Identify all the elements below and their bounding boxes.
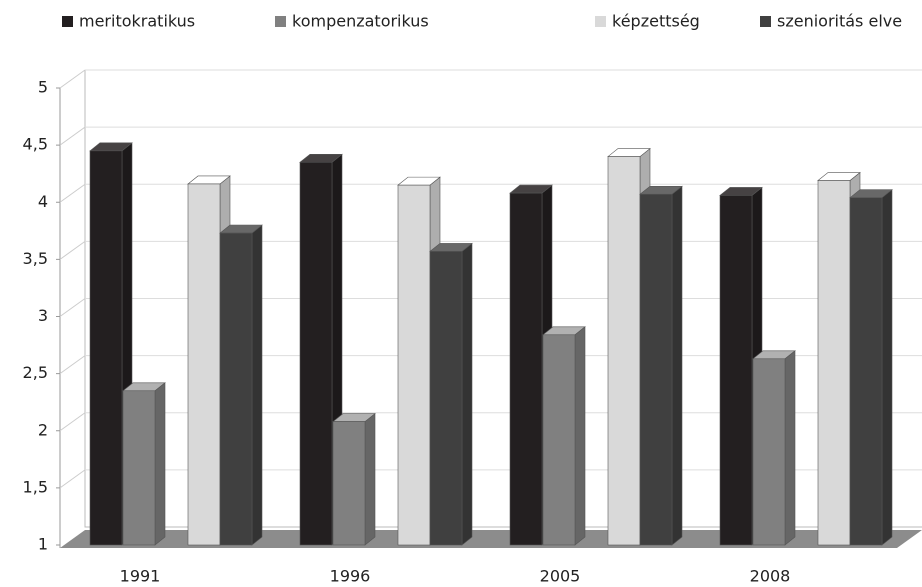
bar-face bbox=[671, 185, 683, 546]
bar bbox=[219, 224, 263, 546]
bar-face bbox=[299, 161, 333, 546]
floor bbox=[60, 530, 922, 548]
x-tick-label: 2008 bbox=[750, 567, 791, 586]
y-tick-label: 3,5 bbox=[23, 249, 48, 268]
bar-face bbox=[881, 189, 893, 546]
y-tick-label: 1 bbox=[38, 535, 48, 554]
bar-face bbox=[752, 358, 786, 546]
grid-line-side bbox=[59, 183, 86, 203]
bar bbox=[332, 412, 376, 546]
bar-face bbox=[219, 232, 253, 546]
legend-swatch bbox=[760, 16, 771, 27]
bar-face bbox=[397, 184, 431, 546]
bar-face bbox=[849, 197, 883, 546]
y-tick-label: 3 bbox=[38, 306, 48, 325]
bar-face bbox=[817, 180, 851, 546]
bar-face bbox=[332, 421, 366, 546]
x-tick-label: 2005 bbox=[540, 567, 581, 586]
bar-face bbox=[574, 326, 586, 546]
grid-line-side bbox=[59, 469, 86, 489]
x-tick-label: 1996 bbox=[330, 567, 371, 586]
bar-face bbox=[719, 195, 753, 546]
bar-face bbox=[122, 390, 156, 546]
y-tick-label: 4 bbox=[38, 192, 48, 211]
bar bbox=[542, 326, 586, 546]
grid-line-side bbox=[59, 240, 86, 260]
bar-face bbox=[251, 224, 263, 546]
grid-line-side bbox=[59, 69, 86, 89]
bar-face bbox=[89, 150, 123, 546]
bar-face bbox=[429, 251, 463, 546]
grid-line-side bbox=[59, 412, 86, 432]
grid-line-side bbox=[59, 298, 86, 317]
legend-swatch bbox=[62, 16, 73, 27]
legend-swatch bbox=[595, 16, 606, 27]
legend-label: szenioritás elve bbox=[777, 12, 902, 31]
bar bbox=[752, 350, 796, 546]
bar bbox=[639, 185, 683, 546]
y-tick-label: 1,5 bbox=[23, 477, 48, 496]
grid-line-side bbox=[59, 126, 86, 146]
legend-label: kompenzatorikus bbox=[292, 12, 429, 31]
bar-face bbox=[461, 242, 473, 546]
grid-line-side bbox=[59, 355, 86, 375]
bar-face bbox=[607, 156, 641, 546]
legend-label: meritokratikus bbox=[79, 12, 195, 31]
bar bbox=[122, 382, 166, 546]
bar-face bbox=[187, 183, 221, 546]
bar bbox=[429, 242, 473, 546]
bar bbox=[849, 189, 893, 546]
y-tick-label: 2 bbox=[38, 420, 48, 439]
legend-swatch bbox=[275, 16, 286, 27]
bar-face bbox=[154, 382, 166, 546]
x-tick-label: 1991 bbox=[120, 567, 161, 586]
bar-face bbox=[784, 350, 796, 546]
y-tick-label: 5 bbox=[38, 78, 48, 97]
legend-label: képzettség bbox=[612, 12, 700, 31]
bar-face bbox=[364, 412, 376, 546]
bar-face bbox=[509, 192, 543, 546]
bar-face bbox=[542, 334, 576, 546]
y-tick-label: 2,5 bbox=[23, 363, 48, 382]
y-tick-label: 4,5 bbox=[23, 135, 48, 154]
bar-face bbox=[639, 193, 673, 546]
